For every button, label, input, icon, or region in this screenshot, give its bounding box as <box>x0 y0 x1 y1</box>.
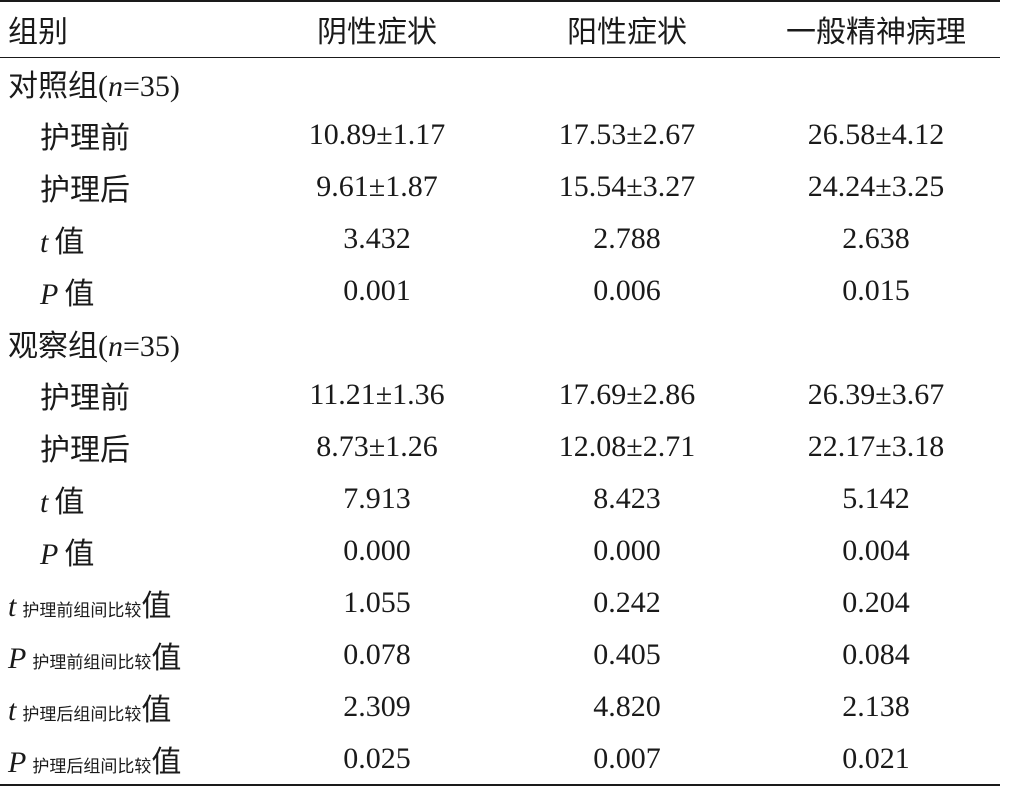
table-cell: 7.913 <box>343 482 411 515</box>
table-cell: 2.138 <box>842 690 910 723</box>
table-cell: 10.89±1.17 <box>308 118 446 151</box>
header-positive-symptoms: 阳性症状 <box>502 0 752 58</box>
table-cell: 26.58±4.12 <box>807 118 945 151</box>
table-row: 护理后 8.73±1.26 12.08±2.71 22.17±3.18 <box>0 421 1000 473</box>
table-cell: 5.142 <box>842 482 910 515</box>
group-label-observation: 观察组(n=35) <box>8 330 180 363</box>
table-cell: 12.08±2.71 <box>558 430 696 463</box>
row-label-after: 护理后 <box>40 174 130 207</box>
table-cell: 11.21±1.36 <box>309 378 445 411</box>
table-cell: 0.007 <box>502 733 752 786</box>
header-general-psychopathology: 一般精神病理 <box>752 0 1000 58</box>
row-label-p-between-after: P 护理后组间比较值 <box>0 733 252 786</box>
table-row: 护理前 10.89±1.17 17.53±2.67 26.58±4.12 <box>0 109 1000 161</box>
row-label-t-between-before: t 护理前组间比较值 <box>8 590 172 623</box>
table-cell: 1.055 <box>343 586 411 619</box>
table-cell: 26.39±3.67 <box>807 378 945 411</box>
table-cell: 0.006 <box>593 274 661 307</box>
table-cell: 0.004 <box>842 534 910 567</box>
table-cell: 0.025 <box>252 733 502 786</box>
table-cell: 9.61±1.87 <box>316 170 438 203</box>
table-row: t 护理前组间比较值 1.055 0.242 0.204 <box>0 577 1000 629</box>
table-cell: 4.820 <box>593 690 661 723</box>
row-label-before: 护理前 <box>40 122 130 155</box>
table-cell: 8.423 <box>593 482 661 515</box>
table-cell: 2.638 <box>842 222 910 255</box>
header-negative-symptoms: 阴性症状 <box>252 0 502 58</box>
table-cell: 22.17±3.18 <box>807 430 945 463</box>
header-group: 组别 <box>0 0 252 58</box>
table-cell: 17.69±2.86 <box>558 378 696 411</box>
row-label-p-between-before: P 护理前组间比较值 <box>8 642 182 675</box>
group-label-control: 对照组(n=35) <box>8 70 180 104</box>
table-cell: 0.078 <box>343 638 411 671</box>
table-cell: 0.405 <box>593 638 661 671</box>
group-row-control: 对照组(n=35) <box>0 57 1000 109</box>
table-cell: 0.204 <box>842 586 910 619</box>
table-cell: 24.24±3.25 <box>807 170 945 203</box>
table-cell: 17.53±2.67 <box>558 118 696 151</box>
row-label-t-between-after: t 护理后组间比较值 <box>8 694 172 727</box>
table-cell: 0.000 <box>343 534 411 567</box>
group-row-observation: 观察组(n=35) <box>0 317 1000 369</box>
table-cell: 0.242 <box>593 586 661 619</box>
table-cell: 0.015 <box>842 274 910 307</box>
table-cell: 3.432 <box>343 222 411 255</box>
table-cell: 2.309 <box>343 690 411 723</box>
table-row: 护理后 9.61±1.87 15.54±3.27 24.24±3.25 <box>0 161 1000 213</box>
table-row: 护理前 11.21±1.36 17.69±2.86 26.39±3.67 <box>0 369 1000 421</box>
row-label-before: 护理前 <box>40 382 130 415</box>
table-cell: 8.73±1.26 <box>316 430 438 463</box>
table-cell: 0.001 <box>343 274 411 307</box>
table-cell: 15.54±3.27 <box>558 170 696 203</box>
table-row: P 护理后组间比较值 0.025 0.007 0.021 <box>0 733 1000 786</box>
table-cell: 0.084 <box>842 638 910 671</box>
table-cell: 0.000 <box>593 534 661 567</box>
table-cell: 0.021 <box>752 733 1000 786</box>
header-row: 组别 阴性症状 阳性症状 一般精神病理 <box>0 0 1000 58</box>
table-row: t 护理后组间比较值 2.309 4.820 2.138 <box>0 681 1000 733</box>
table-cell: 2.788 <box>593 222 661 255</box>
row-label-after: 护理后 <box>40 434 130 467</box>
table-row: P 护理前组间比较值 0.078 0.405 0.084 <box>0 629 1000 681</box>
